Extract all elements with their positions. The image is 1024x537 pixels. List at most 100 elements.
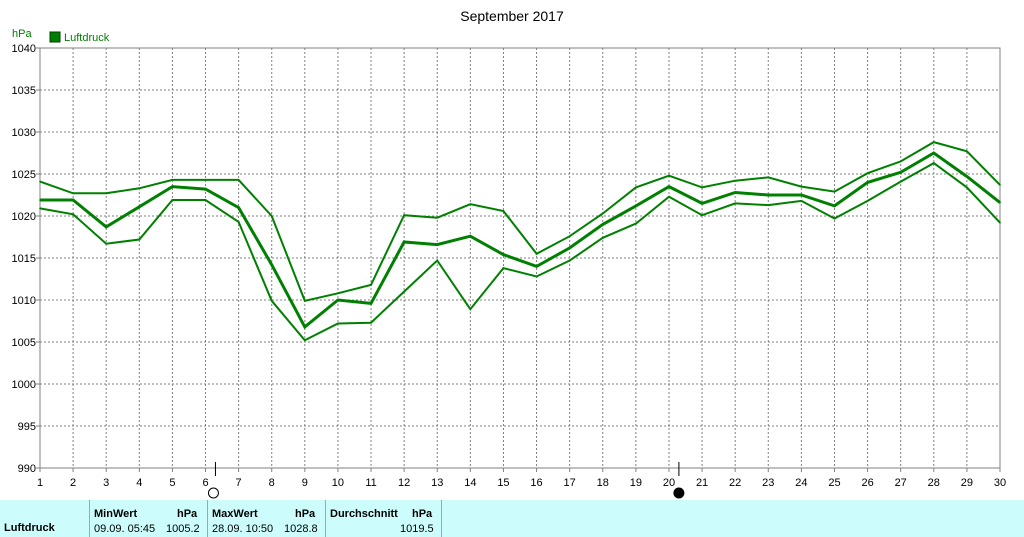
data-point-max [899,160,902,163]
divider [207,500,208,537]
data-point-avg [701,202,703,205]
x-tick-labels: 1 2 3 4 5 6 7 8 9 10 11 12 13 14 15 16 17 18 19 20 21 22 23 24 2… [37,477,1006,489]
data-point-avg [469,235,472,237]
data-point-avg [866,181,869,184]
x-tick-label: 18 [597,477,609,489]
data-point-avg [899,171,902,174]
data-point-avg [966,175,968,178]
min-value: 1005.2 [166,523,200,535]
series-line-avg [40,151,1001,330]
x-tick-label: 24 [795,477,807,489]
y-tick-label: 1040 [12,43,36,55]
x-tick-label: 20 [663,477,675,489]
y-tick-label: 1015 [12,253,36,265]
data-point-min [138,238,141,241]
data-point-min [72,213,74,216]
data-point-min [635,222,637,225]
data-point-min [204,199,207,201]
x-tick-label: 25 [828,477,840,489]
avg-unit: hPa [412,508,433,520]
data-point-avg [72,199,74,201]
x-tick-label: 19 [630,477,642,489]
data-point-min [899,180,902,183]
data-point-avg [800,194,803,196]
data-point-min [999,221,1001,224]
data-point-min [966,186,968,189]
data-point-min [734,202,736,205]
data-point-avg [403,241,405,243]
x-tick-label: 1 [37,477,43,489]
data-point-max [270,215,273,217]
y-tick-label: 1010 [12,295,36,307]
data-point-max [337,292,339,295]
data-point-max [932,141,935,143]
data-point-min [270,300,273,302]
data-point-min [39,207,41,210]
data-point-avg [568,247,571,249]
legend-swatch [49,31,61,43]
x-tick-label: 13 [431,477,443,489]
pressure-chart: September 2017 hPa Luftdruck 990 995 1000 1… [12,8,1006,499]
data-point-max [635,186,637,189]
data-point-max [568,235,571,237]
chart-title: September 2017 [460,8,564,24]
data-point-min [800,200,803,202]
avg-value: 1019.5 [400,523,434,535]
data-point-avg [105,226,108,228]
data-point-max [370,284,372,286]
data-point-avg [999,201,1001,204]
data-point-max [668,174,670,177]
x-tick-label: 22 [729,477,741,489]
data-point-min [304,339,306,342]
data-point-max [237,179,240,181]
data-point-max [171,179,174,181]
x-tick-label: 29 [961,477,973,489]
data-point-avg [502,253,505,256]
x-tick-label: 6 [202,477,208,489]
data-point-min [502,267,505,269]
data-point-avg [204,188,207,190]
x-tick-label: 17 [564,477,576,489]
y-tick-label: 1020 [12,211,36,223]
x-tick-label: 5 [169,477,175,489]
x-tick-label: 23 [762,477,774,489]
data-point-avg [601,223,604,226]
y-tick-label: 1035 [12,85,36,97]
plot-frame [39,47,1001,469]
data-point-min [436,259,439,262]
y-tick-label: 1030 [12,127,36,139]
data-point-avg [171,185,174,188]
data-point-min [668,195,670,198]
y-tick-label: 995 [18,421,36,433]
data-point-min [237,221,240,223]
data-point-max [866,172,869,174]
data-point-avg [436,243,439,246]
data-point-max [204,179,207,181]
min-time: 09.09. 05:45 [94,523,156,535]
x-tick-label: 3 [103,477,109,489]
series-line-min [39,161,1001,342]
data-point-max [701,186,703,189]
data-point-avg [635,205,637,207]
data-point-min [601,237,604,239]
data-point-min [568,259,571,262]
data-point-avg [833,205,836,207]
x-tick-label: 14 [464,477,476,489]
y-tick-label: 1005 [12,337,36,349]
data-point-max [502,210,505,212]
data-point-min [370,321,372,324]
max-time: 28.09. 10:50 [212,523,274,535]
data-point-avg [39,199,41,201]
grid [36,47,1001,472]
data-point-max [800,185,803,188]
data-point-max [138,187,141,190]
max-header: MaxWert [212,508,258,520]
divider [441,500,442,537]
min-unit: hPa [177,508,198,520]
data-point-avg [370,302,372,305]
data-point-max [469,203,472,206]
data-point-max [72,192,74,195]
summary-panel: Luftdruck MinWert hPa 09.09. 05:45 1005.… [0,500,1024,537]
max-value: 1028.8 [284,523,318,535]
y-axis-unit: hPa [12,28,32,40]
